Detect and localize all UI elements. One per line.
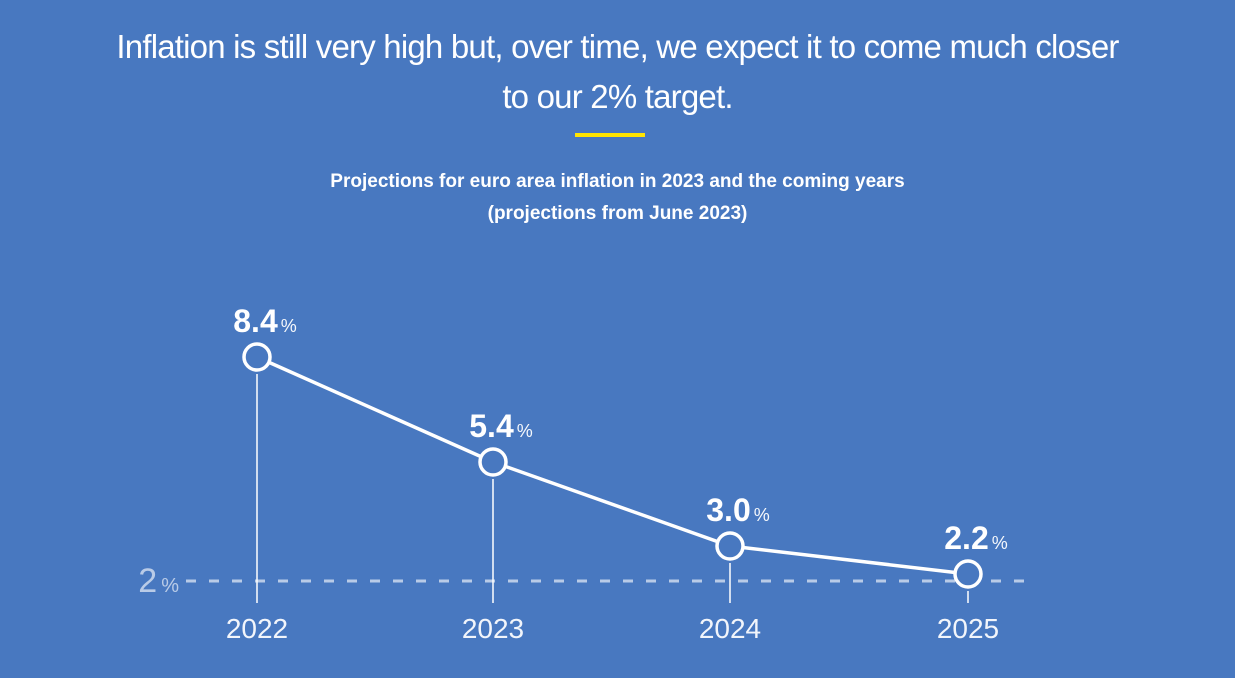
data-point-marker-2023 bbox=[478, 447, 508, 477]
x-axis-label-2024: 2024 bbox=[699, 613, 761, 644]
data-point-marker-2022 bbox=[242, 342, 272, 372]
title-divider bbox=[575, 133, 645, 137]
x-axis-label-2023: 2023 bbox=[462, 613, 524, 644]
target-line-label: 2% bbox=[138, 562, 179, 600]
series-line bbox=[255, 355, 970, 576]
chart-heading: Projections for euro area inflation in 2… bbox=[0, 166, 1235, 230]
chart-subtitle: (projections from June 2023) bbox=[487, 203, 748, 224]
value-label-2025: 2.2% bbox=[944, 520, 1008, 556]
value-label-2024: 3.0% bbox=[706, 492, 770, 528]
data-point-marker-2025 bbox=[953, 559, 983, 589]
chart-title: Projections for euro area inflation in 2… bbox=[330, 171, 905, 192]
x-axis-label-2022: 2022 bbox=[226, 613, 288, 644]
x-axis-label-2025: 2025 bbox=[937, 613, 999, 644]
value-label-2023: 5.4% bbox=[469, 408, 533, 444]
page-title-line-2: to our 2% target. bbox=[502, 78, 733, 115]
value-label-2022: 8.4% bbox=[233, 303, 297, 339]
page-title: Inflation is still very high but, over t… bbox=[0, 22, 1235, 122]
page-title-line-1: Inflation is still very high but, over t… bbox=[116, 28, 1119, 65]
data-point-marker-2024 bbox=[715, 531, 745, 561]
